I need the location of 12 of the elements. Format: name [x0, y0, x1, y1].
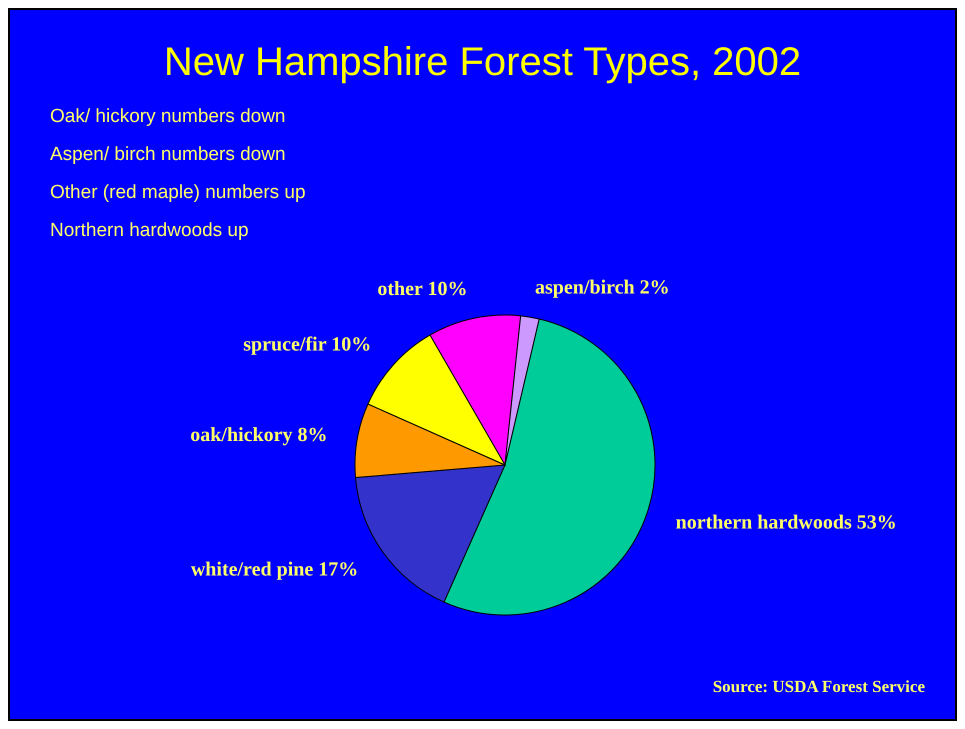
slice-label: aspen/birch 2% [535, 276, 670, 299]
text: Aspen/ birch numbers down [50, 144, 287, 167]
slice-label: white/red pine 17% [190, 558, 358, 580]
slice-label: northern hardwoods 53% [676, 511, 897, 534]
slice-label: other 10% [377, 278, 468, 300]
source-note: Source: USDA Forest Service [712, 677, 925, 697]
text: Oak/ hickory numbers down [50, 106, 286, 129]
slice-label: spruce/fir 10% [243, 334, 372, 356]
slice-label: oak/hickory 8% [190, 424, 328, 446]
text: Northern hardwoods up [50, 220, 250, 243]
chart-title: New Hampshire Forest Types, 2002 [162, 39, 802, 85]
text: Other (red maple) numbers up [50, 182, 306, 205]
